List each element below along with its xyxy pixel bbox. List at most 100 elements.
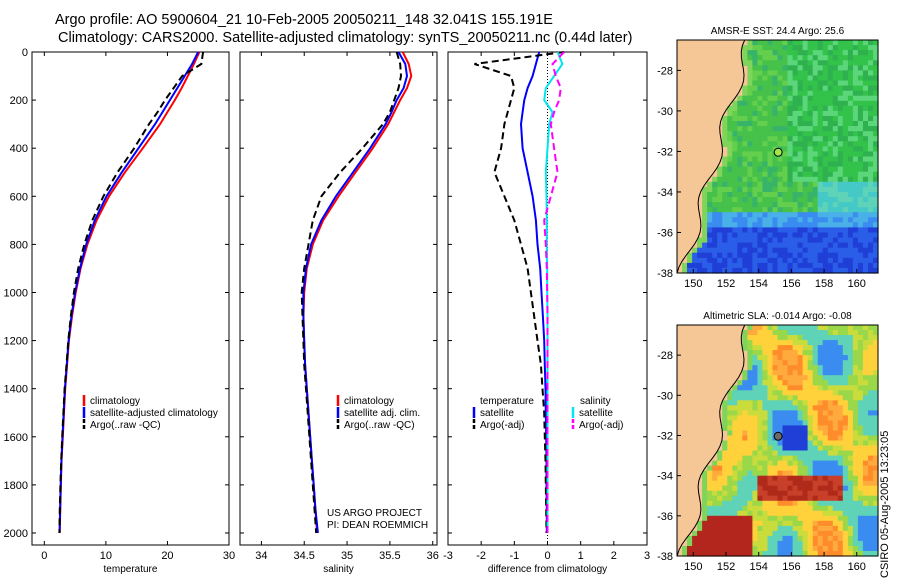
- map-cell-sst: [873, 50, 879, 56]
- map-cell-sst: [852, 202, 859, 208]
- map-cell-sst: [802, 85, 809, 92]
- map-cell-sla: [727, 450, 733, 457]
- map-cell-sla: [732, 520, 738, 527]
- map-cell-sst: [837, 237, 844, 244]
- map-cell-sst: [817, 136, 824, 142]
- map-cell-sst: [862, 252, 869, 259]
- map-cell-sst: [862, 95, 869, 102]
- map-cell-sla: [732, 470, 738, 477]
- map-cell-sst: [802, 252, 809, 259]
- map-cell-sst: [807, 176, 814, 183]
- map-cell-sst: [792, 217, 799, 223]
- map-cell-sla: [847, 435, 854, 442]
- map-cell-sst: [873, 171, 879, 178]
- map-cell-sst: [832, 232, 839, 239]
- map-cell-sst: [777, 237, 784, 244]
- map-cell-sla: [762, 450, 768, 457]
- map-cell-sst: [802, 70, 809, 77]
- map-cell-sla: [842, 495, 849, 502]
- map-cell-sla: [857, 360, 864, 366]
- map-cell-sla: [772, 485, 779, 492]
- map-cell-sst: [702, 192, 708, 198]
- map-cell-sla: [802, 355, 809, 361]
- map-cell-sla: [737, 470, 743, 477]
- map-cell-sla: [777, 465, 784, 472]
- map-cell-sla: [832, 445, 839, 452]
- map-cell-sla: [862, 440, 869, 447]
- map-cell-sla: [792, 385, 799, 391]
- map-cell-sst: [767, 60, 774, 66]
- map-cell-sla: [847, 385, 854, 391]
- map-cell-sla: [847, 395, 854, 401]
- map-cell-sst: [832, 176, 839, 183]
- map-cell-sla: [847, 460, 854, 467]
- map-cell-sla: [702, 530, 708, 537]
- map-cell-sla: [868, 515, 874, 522]
- map-cell-sst: [777, 121, 784, 127]
- map-cell-sst: [857, 262, 864, 269]
- map-cell-sla: [702, 525, 708, 532]
- map-cell-sla: [787, 440, 794, 447]
- map-cell-sla: [842, 370, 849, 376]
- map-cell-sst: [767, 192, 774, 198]
- map-cell-sla: [842, 505, 849, 512]
- map-cell-sst: [873, 252, 879, 259]
- map-cell-sst: [747, 65, 753, 71]
- map-cell-sst: [727, 105, 733, 112]
- map-cell-sla: [837, 551, 844, 557]
- map-cell-sst: [868, 65, 874, 71]
- map-cell-sla: [822, 325, 829, 331]
- map-cell-sst: [827, 131, 834, 137]
- map-cell-sla: [862, 415, 869, 421]
- map-cell-sst: [732, 121, 738, 127]
- map-cell-sla: [822, 420, 829, 426]
- map-cell-sla: [822, 505, 829, 512]
- map-cell-sla: [862, 325, 869, 331]
- map-cell-sla: [777, 455, 784, 462]
- map-cell-sla: [792, 440, 799, 447]
- map-cell-sla: [717, 480, 723, 487]
- map-cell-sla: [787, 546, 794, 552]
- map-cell-sst: [757, 50, 763, 56]
- map-cell-sla: [707, 475, 713, 482]
- map-cell-sla: [732, 450, 738, 457]
- map-cell-sla: [868, 500, 874, 507]
- map-cell-sst: [868, 151, 874, 158]
- map-cell-sst: [802, 197, 809, 203]
- map-cell-sst: [792, 65, 799, 71]
- map-cell-sla: [782, 355, 789, 361]
- map-cell-sst: [737, 267, 743, 274]
- map-cell-sst: [873, 207, 879, 213]
- map-cell-sla: [782, 325, 789, 331]
- map-cell-sla: [873, 425, 879, 431]
- map-cell-sla: [777, 380, 784, 386]
- map-cell-sst: [812, 252, 819, 259]
- map-cell-sla: [772, 551, 779, 557]
- map-cell-sla: [873, 490, 879, 497]
- map-cell-sst: [767, 146, 774, 153]
- series-line-diff-3: [543, 51, 565, 533]
- map-cell-sla: [792, 465, 799, 472]
- map-cell-sst: [717, 242, 723, 249]
- map-cell-sla: [762, 390, 768, 396]
- map-cell-sst: [757, 161, 763, 168]
- map-cell-sla: [862, 465, 869, 472]
- map-cell-sla: [852, 365, 859, 371]
- map-cell-sla: [752, 515, 758, 522]
- map-cell-sst: [737, 232, 743, 239]
- map-cell-sst: [842, 156, 849, 163]
- map-cell-sst: [742, 217, 748, 223]
- map-cell-sla: [742, 445, 748, 452]
- map-cell-sla: [812, 395, 819, 401]
- map-cell-sst: [757, 110, 763, 117]
- map-cell-sst: [837, 80, 844, 87]
- map-cell-sst: [822, 186, 829, 193]
- map-cell-sst: [757, 60, 763, 66]
- map-cell-sst: [797, 151, 804, 158]
- map-cell-sla: [797, 340, 804, 346]
- map-cell-sla: [862, 480, 869, 487]
- map-cell-sst: [817, 50, 824, 56]
- map-cell-sla: [797, 330, 804, 336]
- map-coastline-sst: [676, 39, 746, 274]
